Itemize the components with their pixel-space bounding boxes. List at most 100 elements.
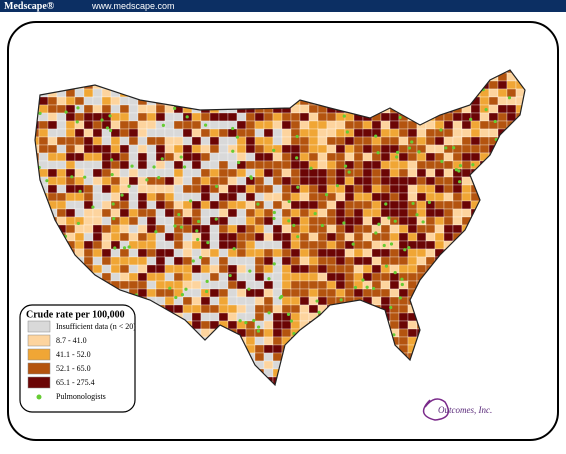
pulmonologist-dot [110, 158, 114, 162]
county [443, 120, 454, 130]
county [182, 248, 193, 258]
county [317, 208, 328, 218]
county [101, 232, 112, 242]
county [101, 256, 112, 266]
pulmonologist-dot [287, 219, 291, 223]
county [38, 96, 49, 106]
county [245, 128, 256, 138]
county [164, 112, 175, 122]
county [263, 264, 274, 274]
county [317, 136, 328, 146]
county [425, 176, 436, 186]
county [92, 88, 103, 98]
county [236, 288, 247, 298]
county [227, 128, 238, 138]
county [227, 192, 238, 202]
pulmonologist-dot [384, 264, 389, 268]
county [398, 320, 409, 330]
county [146, 216, 157, 226]
county [452, 200, 463, 210]
county [209, 248, 220, 258]
county [308, 112, 319, 122]
county [308, 200, 319, 210]
county [407, 176, 418, 186]
county [119, 256, 130, 266]
county [281, 112, 292, 122]
county [209, 208, 220, 218]
county [497, 120, 508, 130]
county [416, 128, 427, 138]
county [137, 152, 148, 162]
county [191, 184, 202, 194]
county [155, 208, 166, 218]
logo: Outcomes, Inc. [438, 405, 492, 415]
pulmonologist-dot [112, 217, 116, 221]
county [47, 136, 58, 146]
legend-swatch [27, 348, 51, 361]
county [461, 200, 472, 210]
county [299, 264, 310, 274]
county [218, 216, 229, 226]
county [317, 144, 328, 154]
county [380, 120, 391, 130]
county [362, 256, 373, 266]
county [398, 264, 409, 274]
county [164, 224, 175, 234]
county [56, 160, 67, 170]
legend-label: 52.1 - 65.0 [56, 364, 91, 373]
county [263, 248, 274, 258]
pulmonologist-dot [177, 212, 181, 217]
county [317, 272, 328, 282]
county [164, 256, 175, 266]
county [299, 160, 310, 170]
county [56, 152, 67, 162]
county [308, 280, 319, 290]
pulmonologist-dot [157, 175, 161, 180]
county [191, 208, 202, 218]
county [173, 112, 184, 122]
county [65, 168, 76, 178]
county [272, 328, 283, 338]
county [290, 168, 301, 178]
pulmonologist-dot [184, 287, 188, 291]
county [326, 120, 337, 130]
county [497, 88, 508, 98]
county [227, 184, 238, 194]
county [371, 120, 382, 130]
county [182, 128, 193, 138]
county [263, 160, 274, 170]
pulmonologist-dot [235, 135, 240, 139]
county [416, 248, 427, 258]
county [137, 256, 148, 266]
county [101, 160, 112, 170]
county [344, 120, 355, 130]
county [128, 200, 139, 210]
county [155, 272, 166, 282]
county [272, 136, 283, 146]
county [407, 264, 418, 274]
county [407, 272, 418, 282]
county [326, 152, 337, 162]
county [155, 240, 166, 250]
county [317, 112, 328, 122]
county [281, 288, 292, 298]
pulmonologist-dot [395, 150, 400, 154]
county [191, 160, 202, 170]
county [101, 104, 112, 114]
county [344, 272, 355, 282]
county [101, 248, 112, 258]
county [398, 216, 409, 226]
county [155, 248, 166, 258]
county [119, 168, 130, 178]
county [110, 224, 121, 234]
county [281, 248, 292, 258]
county [74, 240, 85, 250]
county [443, 176, 454, 186]
county [353, 152, 364, 162]
pulmonologist-dot [387, 216, 391, 220]
county [443, 152, 454, 162]
county [263, 232, 274, 242]
pulmonologist-dot [286, 312, 291, 316]
county [299, 120, 310, 130]
county [128, 272, 139, 282]
